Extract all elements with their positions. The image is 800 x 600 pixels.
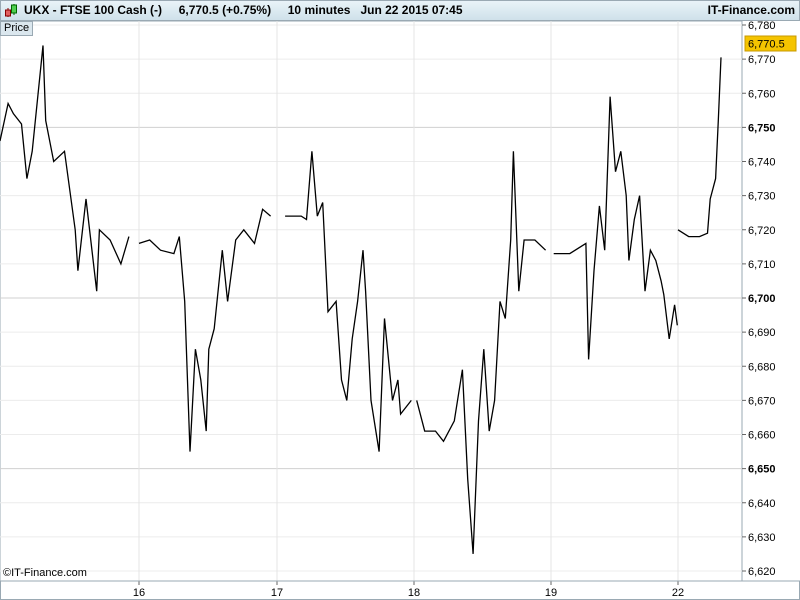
x-tick-label: 16 [133, 587, 145, 599]
price-panel-label[interactable]: Price [0, 21, 34, 36]
last-price-box [744, 35, 797, 52]
y-tick-label: 6,620 [748, 566, 776, 578]
y-tick-label: 6,750 [748, 122, 776, 134]
y-tick-label: 6,710 [748, 259, 776, 271]
y-tick-label: 6,630 [748, 532, 776, 544]
copyright-label: ©IT-Finance.com [3, 567, 87, 579]
y-tick-label: 6,660 [748, 430, 776, 442]
x-tick-label: 17 [271, 587, 283, 599]
y-axis: 6,780 6,770 6,760 6,750 6,740 6,730 6,720 6,710… [742, 20, 776, 578]
y-tick-label: 6,700 [748, 293, 776, 305]
x-tick-label: 22 [672, 587, 684, 599]
y-tick-label: 6,740 [748, 157, 776, 169]
y-tick-label: 6,720 [748, 225, 776, 237]
x-axis: 16 17 18 19 22 [0, 580, 800, 600]
price-line [0, 45, 722, 554]
y-tick-label: 6,780 [748, 20, 776, 32]
y-tick-label: 6,670 [748, 395, 776, 407]
brand-label: IT-Finance.com [707, 3, 795, 17]
y-tick-label: 6,680 [748, 361, 776, 373]
chart-header: UKX - FTSE 100 Cash (-) 6,770.5 (+0.75%)… [0, 0, 800, 21]
chart-title: UKX - FTSE 100 Cash (-) 6,770.5 (+0.75%)… [24, 3, 463, 17]
y-tick-label: 6,760 [748, 88, 776, 100]
last-price-marker: 6,770.5 [744, 35, 797, 52]
last-price-label: 6,770.5 [748, 39, 785, 51]
y-tick-label: 6,730 [748, 191, 776, 203]
y-tick-label: 6,640 [748, 498, 776, 510]
candlestick-icon [5, 4, 17, 17]
y-tick-label: 6,650 [748, 464, 776, 476]
x-tick-label: 18 [408, 587, 420, 599]
y-tick-label: 6,770 [748, 54, 776, 66]
plot-area [0, 20, 743, 582]
y-tick-label: 6,690 [748, 327, 776, 339]
x-tick-label: 19 [545, 587, 557, 599]
grid [0, 20, 743, 582]
